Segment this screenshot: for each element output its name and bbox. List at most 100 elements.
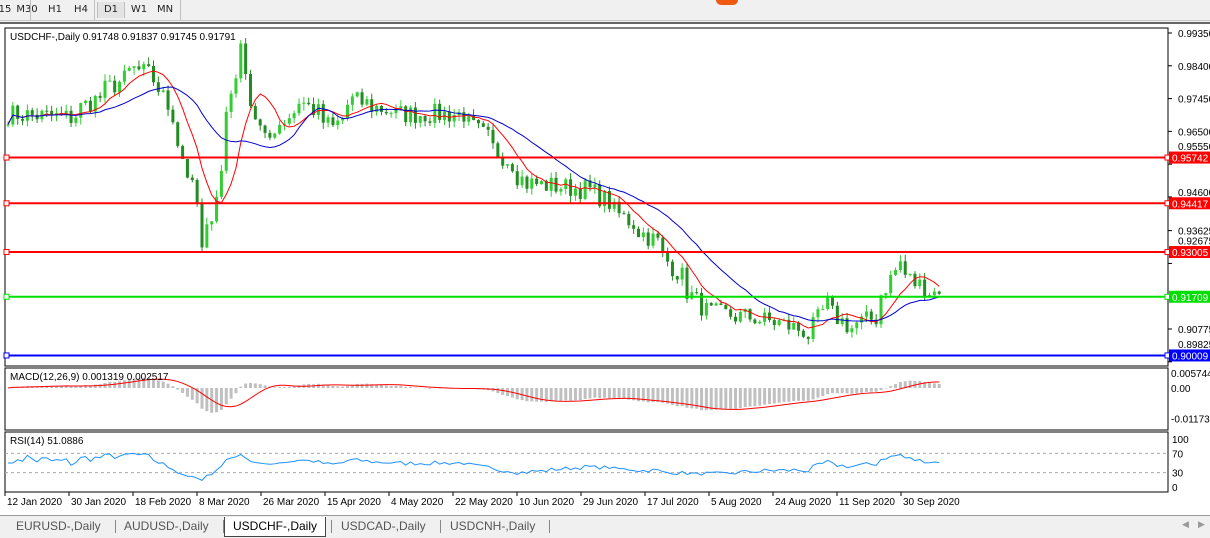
macd-bar — [787, 388, 790, 402]
candle-body — [36, 115, 39, 119]
candle-body — [409, 108, 412, 123]
macd-bar — [574, 388, 577, 400]
macd-bar — [812, 388, 815, 399]
candle-body — [123, 71, 126, 82]
candle-body — [419, 116, 422, 123]
macd-bar — [744, 388, 747, 407]
candle-body — [758, 322, 761, 323]
macd-bar — [278, 387, 281, 388]
macd-bar — [656, 388, 659, 402]
macd-bar — [831, 388, 834, 393]
macd-bar — [428, 388, 431, 389]
candle-body — [74, 118, 77, 123]
candle-body — [462, 112, 465, 121]
candle-body — [327, 117, 330, 122]
candle-body — [492, 130, 495, 143]
candle-body — [21, 119, 24, 121]
macd-bar — [390, 386, 393, 388]
macd-bar — [729, 388, 732, 409]
timeframe-mn[interactable]: MN — [152, 2, 178, 18]
tab-divider — [331, 520, 332, 533]
macd-bar — [201, 388, 204, 409]
macd-bar — [569, 388, 572, 401]
candle-body — [550, 178, 553, 191]
candle-body — [666, 252, 669, 261]
macd-bar — [734, 388, 737, 409]
macd-bar — [855, 388, 858, 393]
macd-bar — [346, 386, 349, 388]
price-line-label: 0.94417 — [1172, 199, 1209, 210]
macd-bar — [608, 388, 611, 398]
candle-body — [870, 312, 873, 320]
macd-bar — [622, 388, 625, 399]
scroll-right-icon[interactable]: ▶ — [1198, 519, 1205, 530]
time-axis-label: 8 Mar 2020 — [199, 497, 250, 508]
candle-body — [210, 221, 213, 224]
candle-body — [259, 119, 262, 125]
candle-body — [622, 213, 625, 214]
candle-body — [404, 106, 407, 122]
candle-body — [496, 143, 499, 157]
timeframe-w1[interactable]: W1 — [126, 2, 152, 18]
candle-body — [525, 177, 528, 189]
candle-body — [336, 121, 339, 126]
macd-bar — [564, 388, 567, 400]
candle-body — [230, 94, 233, 112]
timeframe-h1[interactable]: H1 — [42, 2, 68, 18]
macd-bar — [821, 388, 824, 396]
timeframe-h4[interactable]: H4 — [68, 2, 94, 18]
candles — [7, 38, 941, 344]
candle-body — [642, 232, 645, 237]
candle-body — [467, 116, 470, 122]
tab-eurusd[interactable]: EURUSD-,Daily — [8, 517, 109, 536]
macd-axis-label: 0.005744 — [1171, 369, 1210, 380]
candle-body — [540, 181, 543, 184]
macd-bar — [496, 388, 499, 393]
candle-body — [734, 317, 737, 322]
timeframe-m30[interactable]: M30 — [14, 2, 40, 18]
candle-body — [778, 320, 781, 325]
candle-body — [220, 171, 223, 197]
macd-bar — [380, 385, 383, 388]
candle-body — [841, 318, 844, 324]
candle-body — [850, 328, 853, 332]
candle-body — [191, 178, 194, 180]
candle-body — [899, 261, 902, 270]
macd-bar — [327, 385, 330, 388]
candle-body — [147, 64, 150, 66]
candle-body — [511, 164, 514, 171]
candle-body — [288, 118, 291, 123]
time-axis-label: 17 Jul 2020 — [647, 497, 699, 508]
scroll-left-icon[interactable]: ◀ — [1182, 519, 1189, 530]
time-axis-label: 5 Aug 2020 — [711, 497, 762, 508]
timeframe-d1[interactable]: D1 — [97, 2, 125, 18]
candle-body — [7, 124, 10, 125]
chart-canvas[interactable]: USDCHF-,Daily 0.91748 0.91837 0.91745 0.… — [0, 24, 1210, 515]
macd-bar — [385, 385, 388, 388]
macd-bar — [870, 388, 873, 392]
candle-body — [225, 112, 228, 171]
candle-body — [739, 312, 742, 322]
macd-bar — [331, 386, 334, 388]
macd-bar — [753, 388, 756, 406]
price-line-label: 0.90009 — [1172, 351, 1209, 362]
candle-body — [521, 177, 524, 186]
tab-usdcad[interactable]: USDCAD-,Daily — [333, 517, 434, 536]
macd-bar — [409, 387, 412, 388]
tab-usdchf[interactable]: USDCHF-,Daily — [224, 517, 326, 537]
macd-bar — [933, 383, 936, 388]
candle-body — [113, 81, 116, 93]
tab-audusd[interactable]: AUDUSD-,Daily — [116, 517, 217, 536]
macd-bar — [860, 388, 863, 393]
chart-header: USDCHF-,Daily 0.91748 0.91837 0.91745 0.… — [10, 32, 236, 43]
macd-bar — [525, 388, 528, 401]
candle-body — [380, 106, 383, 112]
candle-body — [729, 309, 732, 317]
macd-bar — [167, 384, 170, 388]
candle-body — [724, 305, 727, 309]
macd-bar — [264, 385, 267, 388]
tab-usdcnh[interactable]: USDCNH-,Daily — [442, 517, 543, 536]
candle-body — [681, 268, 684, 280]
macd-bar — [555, 388, 558, 401]
